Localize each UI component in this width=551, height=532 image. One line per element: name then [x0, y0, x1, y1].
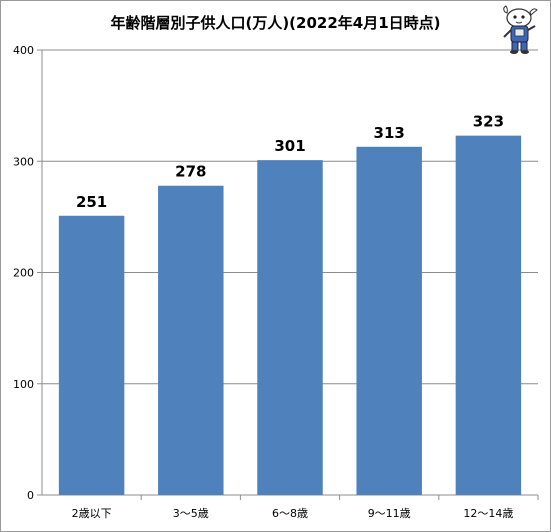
- chart-title: 年齢階層別子供人口(万人)(2022年4月1日時点): [110, 14, 441, 32]
- y-tick-label: 200: [13, 267, 34, 280]
- data-label: 313: [374, 124, 405, 142]
- y-tick-labels: 0 100 200 300 400: [13, 44, 34, 502]
- x-tick-label: 3〜5歳: [173, 507, 209, 520]
- data-label: 251: [76, 193, 107, 211]
- x-tick-label: 6〜8歳: [272, 507, 308, 520]
- y-tick-label: 100: [13, 378, 34, 391]
- bar: [58, 215, 125, 495]
- bar: [455, 135, 522, 495]
- data-labels: 251 278 301 313 323: [76, 113, 504, 211]
- bars: [58, 135, 522, 495]
- bar: [257, 160, 323, 495]
- x-tick-labels: 2歳以下 3〜5歳 6〜8歳 9〜11歳 12〜14歳: [72, 507, 514, 520]
- mascot-logo: [503, 5, 538, 54]
- data-label: 323: [473, 113, 504, 131]
- data-label: 278: [175, 163, 206, 181]
- y-tick-label: 400: [13, 44, 34, 57]
- y-tick-label: 300: [13, 155, 34, 168]
- y-tick-label: 0: [27, 489, 34, 502]
- x-tick-label: 2歳以下: [72, 507, 112, 520]
- data-label: 301: [274, 137, 305, 155]
- x-tick-label: 9〜11歳: [368, 507, 411, 520]
- bar: [158, 185, 224, 495]
- x-tick-label: 12〜14歳: [463, 507, 513, 520]
- bar: [356, 146, 422, 495]
